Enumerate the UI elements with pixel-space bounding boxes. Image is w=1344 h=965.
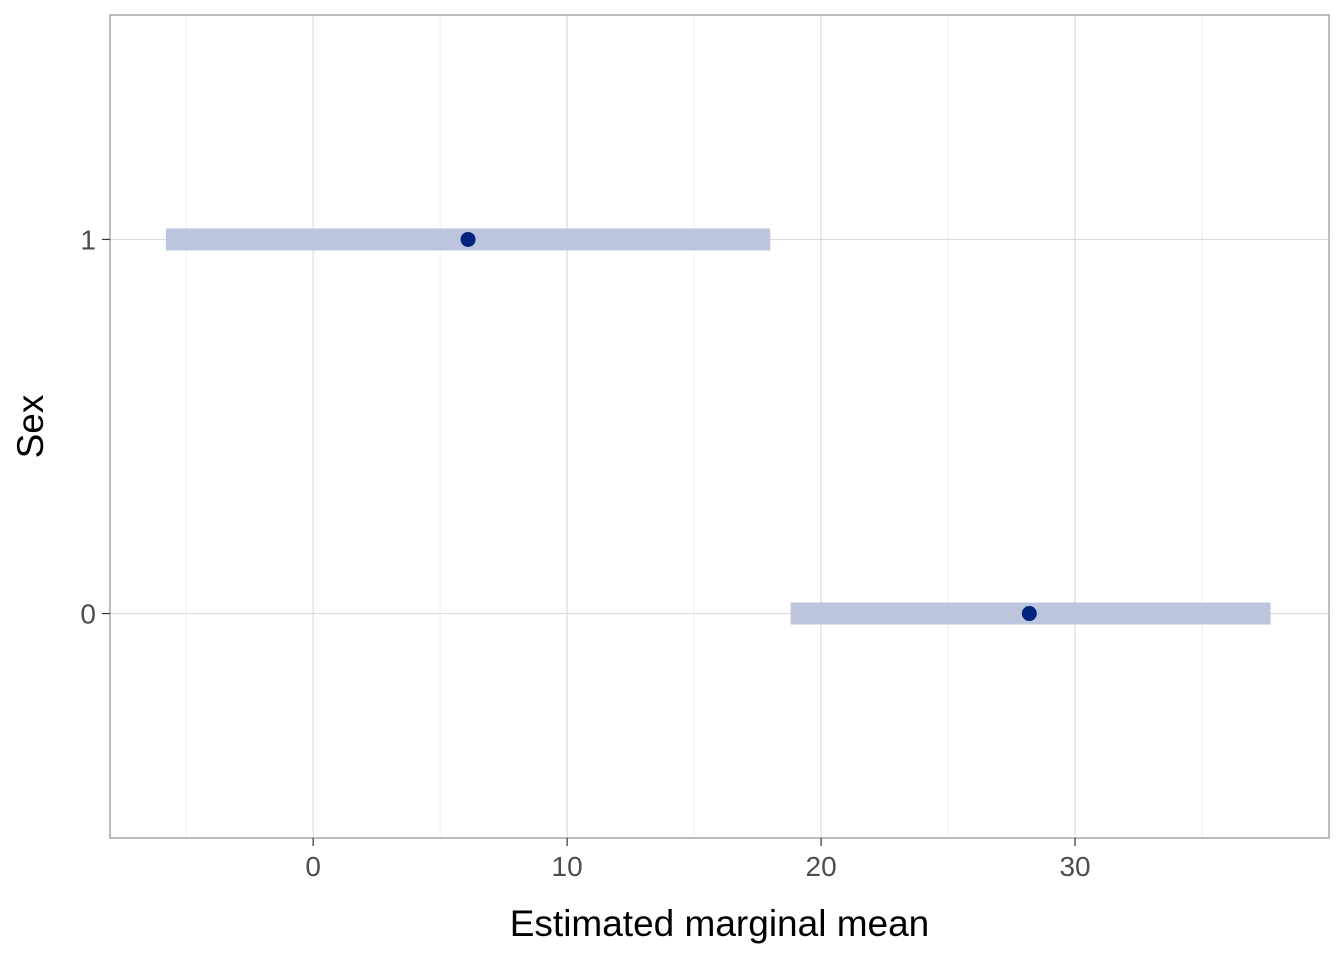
x-tick-label: 10 (552, 851, 583, 882)
estimate-points (460, 231, 1037, 622)
x-axis-title: Estimated marginal mean (510, 903, 930, 944)
x-axis-ticks: 0 10 20 30 (305, 838, 1091, 882)
panel-border (109, 14, 1330, 839)
x-tick-label: 20 (806, 851, 837, 882)
y-axis-ticks: 01 (80, 224, 110, 630)
minor-gridlines-x (185, 15, 1203, 838)
y-axis-title: Sex (10, 394, 51, 458)
y-tick-label: 0 (80, 599, 96, 630)
estimate-point-1 (460, 231, 476, 247)
x-tick-label: 0 (305, 851, 321, 882)
x-tick-label: 30 (1059, 851, 1090, 882)
major-gridlines-x (312, 15, 1076, 838)
estimate-point-0 (1021, 606, 1037, 622)
y-tick-label: 1 (80, 224, 96, 255)
